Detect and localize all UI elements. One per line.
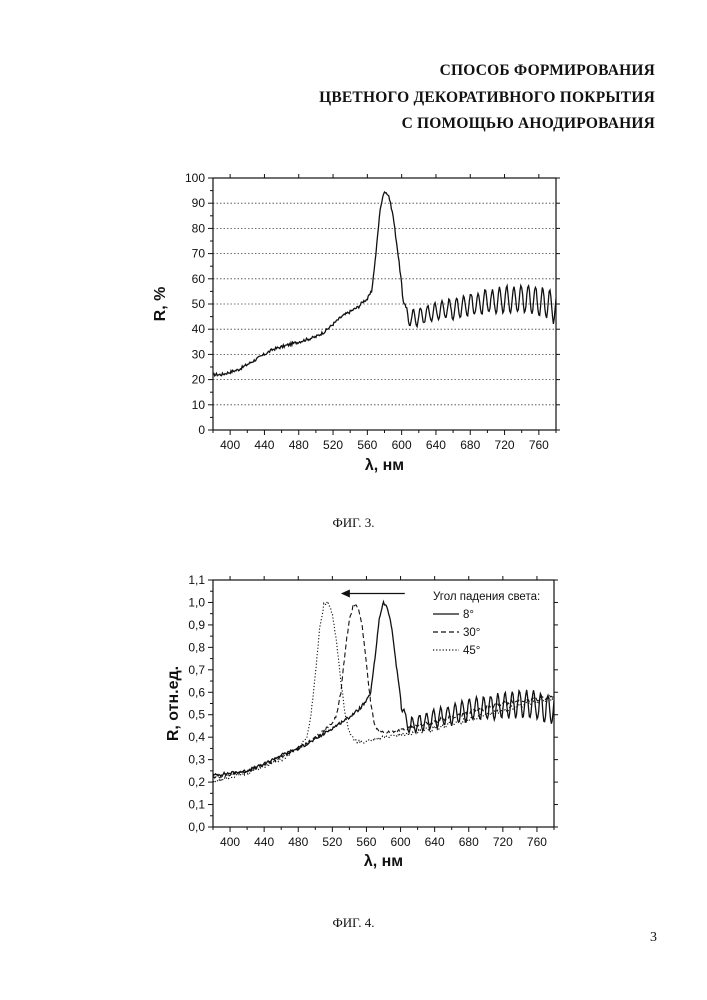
y-tick-label: 0	[198, 423, 205, 437]
x-tick-label: 640	[426, 438, 446, 452]
figure-3-caption: ФИГ. 3.	[332, 515, 375, 530]
y-tick-label: 1,1	[188, 573, 205, 587]
x-tick-label: 560	[357, 438, 377, 452]
y-tick-label: 0,5	[188, 708, 205, 722]
y-tick-label: 80	[192, 221, 206, 235]
figure-4-caption: ФИГ. 4.	[332, 915, 375, 930]
legend-entry: 8°	[463, 609, 474, 621]
x-tick-label: 440	[254, 438, 274, 452]
x-axis-title: λ, нм	[365, 457, 404, 474]
x-tick-label: 600	[392, 438, 412, 452]
x-tick-label: 680	[459, 835, 479, 849]
y-tick-label: 0,4	[188, 730, 205, 744]
x-tick-label: 680	[460, 438, 480, 452]
title-line-2: ЦВЕТНОГО ДЕКОРАТИВНОГО ПОКРЫТИЯ	[319, 88, 655, 106]
x-tick-label: 720	[493, 835, 513, 849]
y-tick-label: 0,1	[188, 798, 205, 812]
x-tick-label: 520	[323, 438, 343, 452]
y-tick-label: 10	[192, 398, 206, 412]
x-tick-label: 400	[220, 835, 240, 849]
legend-entry: 30°	[463, 627, 480, 639]
y-tick-label: 0,3	[188, 753, 205, 767]
page-number: 3	[650, 930, 657, 945]
series-line-30deg	[213, 602, 554, 779]
x-tick-label: 520	[322, 835, 342, 849]
y-tick-label: 90	[192, 196, 206, 210]
y-tick-label: 70	[192, 247, 206, 261]
series-line-45deg	[213, 600, 554, 784]
title-line-3: С ПОМОЩЬЮ АНОДИРОВАНИЯ	[401, 115, 655, 132]
legend-title: Угол падения света:	[433, 591, 540, 603]
legend-entry: 45°	[463, 645, 480, 657]
series-line-8deg	[213, 599, 554, 778]
x-tick-label: 400	[220, 438, 240, 452]
x-tick-label: 440	[254, 835, 274, 849]
x-tick-label: 720	[495, 438, 515, 452]
y-tick-label: 0,8	[188, 640, 205, 654]
x-tick-label: 760	[529, 438, 549, 452]
x-tick-label: 560	[356, 835, 376, 849]
x-tick-label: 600	[391, 835, 411, 849]
y-tick-label: 100	[185, 171, 205, 185]
x-tick-label: 480	[288, 835, 308, 849]
y-axis-title: R, %	[152, 287, 169, 322]
y-tick-label: 0,0	[188, 820, 205, 834]
series-line-r	[213, 190, 556, 378]
x-tick-label: 640	[425, 835, 445, 849]
shift-arrow-head	[340, 589, 350, 598]
y-tick-label: 20	[192, 373, 206, 387]
y-tick-label: 0,9	[188, 618, 205, 632]
chart-1: 0 10 20 30 40 50 60 70 80 90 100 400 440 480 520 560 600…	[152, 171, 560, 474]
y-tick-label: 0,6	[188, 685, 205, 699]
chart-2: 0,0 0,1 0,2 0,3 0,4 0,5 0,6 0,7 0,8 0,9 1,0 1,1 400 4…	[165, 573, 558, 870]
x-tick-label: 760	[527, 835, 547, 849]
y-tick-label: 60	[192, 272, 206, 286]
y-tick-label: 1,0	[188, 595, 205, 609]
y-tick-label: 0,7	[188, 663, 205, 677]
y-tick-label: 50	[192, 297, 206, 311]
x-tick-label: 480	[289, 438, 309, 452]
x-axis-title: λ, нм	[364, 853, 403, 870]
y-axis-title: R, отн.ед.	[165, 666, 182, 741]
document-title: СПОСОБ ФОРМИРОВАНИЯ ЦВЕТНОГО ДЕКОРАТИВНО…	[319, 58, 655, 138]
title-line-1: СПОСОБ ФОРМИРОВАНИЯ	[439, 62, 655, 79]
y-tick-label: 0,2	[188, 775, 205, 789]
y-tick-label: 40	[192, 322, 206, 336]
y-tick-label: 30	[192, 347, 206, 361]
